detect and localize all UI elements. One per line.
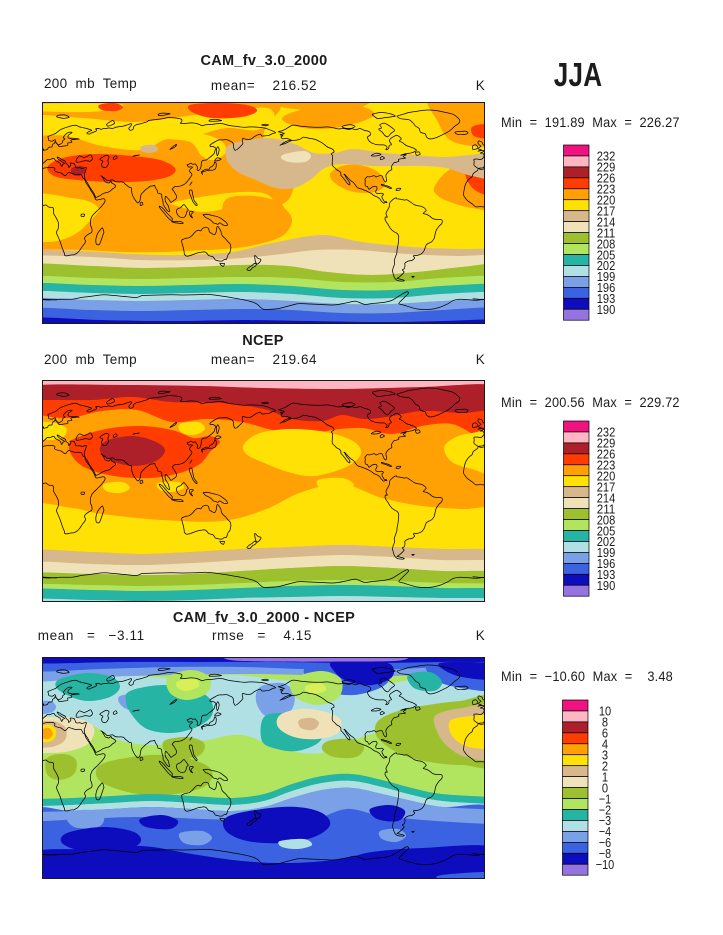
svg-text:220: 220	[596, 469, 615, 484]
svg-text:193: 193	[597, 291, 616, 306]
svg-text:1: 1	[602, 769, 608, 784]
svg-text:220: 220	[597, 193, 616, 208]
svg-text:8: 8	[602, 715, 608, 730]
svg-text:−4: −4	[599, 824, 611, 839]
svg-text:190: 190	[597, 302, 616, 317]
svg-text:208: 208	[597, 236, 616, 251]
svg-text:232: 232	[596, 425, 615, 440]
svg-text:4: 4	[602, 737, 608, 752]
svg-text:−3: −3	[599, 813, 611, 828]
svg-text:214: 214	[597, 214, 616, 229]
svg-text:199: 199	[596, 545, 615, 560]
svg-text:2: 2	[602, 758, 608, 773]
svg-text:208: 208	[596, 512, 615, 527]
svg-text:211: 211	[597, 225, 616, 240]
svg-text:223: 223	[596, 458, 615, 473]
svg-text:205: 205	[596, 523, 615, 538]
svg-text:205: 205	[597, 247, 616, 262]
svg-text:217: 217	[596, 479, 615, 494]
svg-text:6: 6	[602, 726, 608, 741]
svg-text:−2: −2	[599, 802, 611, 817]
svg-text:232: 232	[597, 149, 616, 164]
svg-text:226: 226	[596, 447, 615, 462]
svg-text:−8: −8	[599, 846, 611, 861]
svg-text:199: 199	[597, 269, 616, 284]
svg-text:−1: −1	[599, 791, 611, 806]
svg-text:226: 226	[597, 171, 616, 186]
svg-text:223: 223	[597, 182, 616, 197]
svg-text:196: 196	[597, 280, 616, 295]
svg-text:193: 193	[596, 567, 615, 582]
svg-text:0: 0	[602, 780, 608, 795]
svg-text:10: 10	[599, 704, 611, 719]
svg-text:217: 217	[597, 203, 616, 218]
svg-text:3: 3	[602, 748, 608, 763]
svg-text:190: 190	[596, 578, 615, 593]
svg-text:−6: −6	[599, 835, 611, 850]
svg-text:229: 229	[597, 160, 616, 175]
svg-text:202: 202	[596, 534, 615, 549]
svg-text:211: 211	[596, 501, 615, 516]
svg-text:214: 214	[596, 490, 615, 505]
svg-text:−10: −10	[596, 857, 615, 872]
svg-text:202: 202	[597, 258, 616, 273]
svg-text:229: 229	[596, 436, 615, 451]
svg-text:196: 196	[596, 556, 615, 571]
